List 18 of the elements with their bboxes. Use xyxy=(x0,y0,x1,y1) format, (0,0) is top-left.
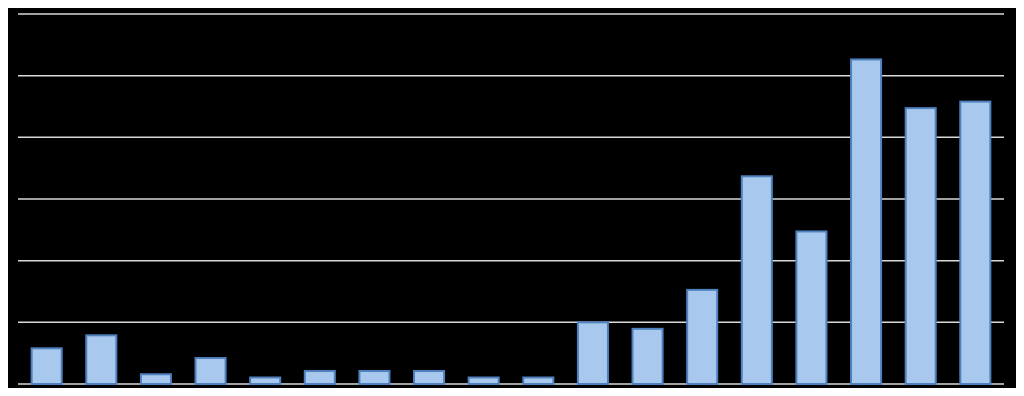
bar xyxy=(413,370,446,385)
bar xyxy=(467,376,500,385)
bar xyxy=(959,100,992,385)
bar xyxy=(358,370,391,385)
bar xyxy=(631,327,664,385)
bar xyxy=(139,373,172,385)
bar xyxy=(740,175,773,385)
bar xyxy=(686,288,719,385)
bar xyxy=(850,58,883,385)
bar xyxy=(576,321,609,385)
bar xyxy=(194,357,227,385)
bar xyxy=(249,376,282,385)
bar xyxy=(85,334,118,385)
bar xyxy=(30,347,63,385)
bar xyxy=(904,107,937,385)
bar xyxy=(795,230,828,385)
bar xyxy=(522,376,555,385)
bar xyxy=(303,370,336,385)
